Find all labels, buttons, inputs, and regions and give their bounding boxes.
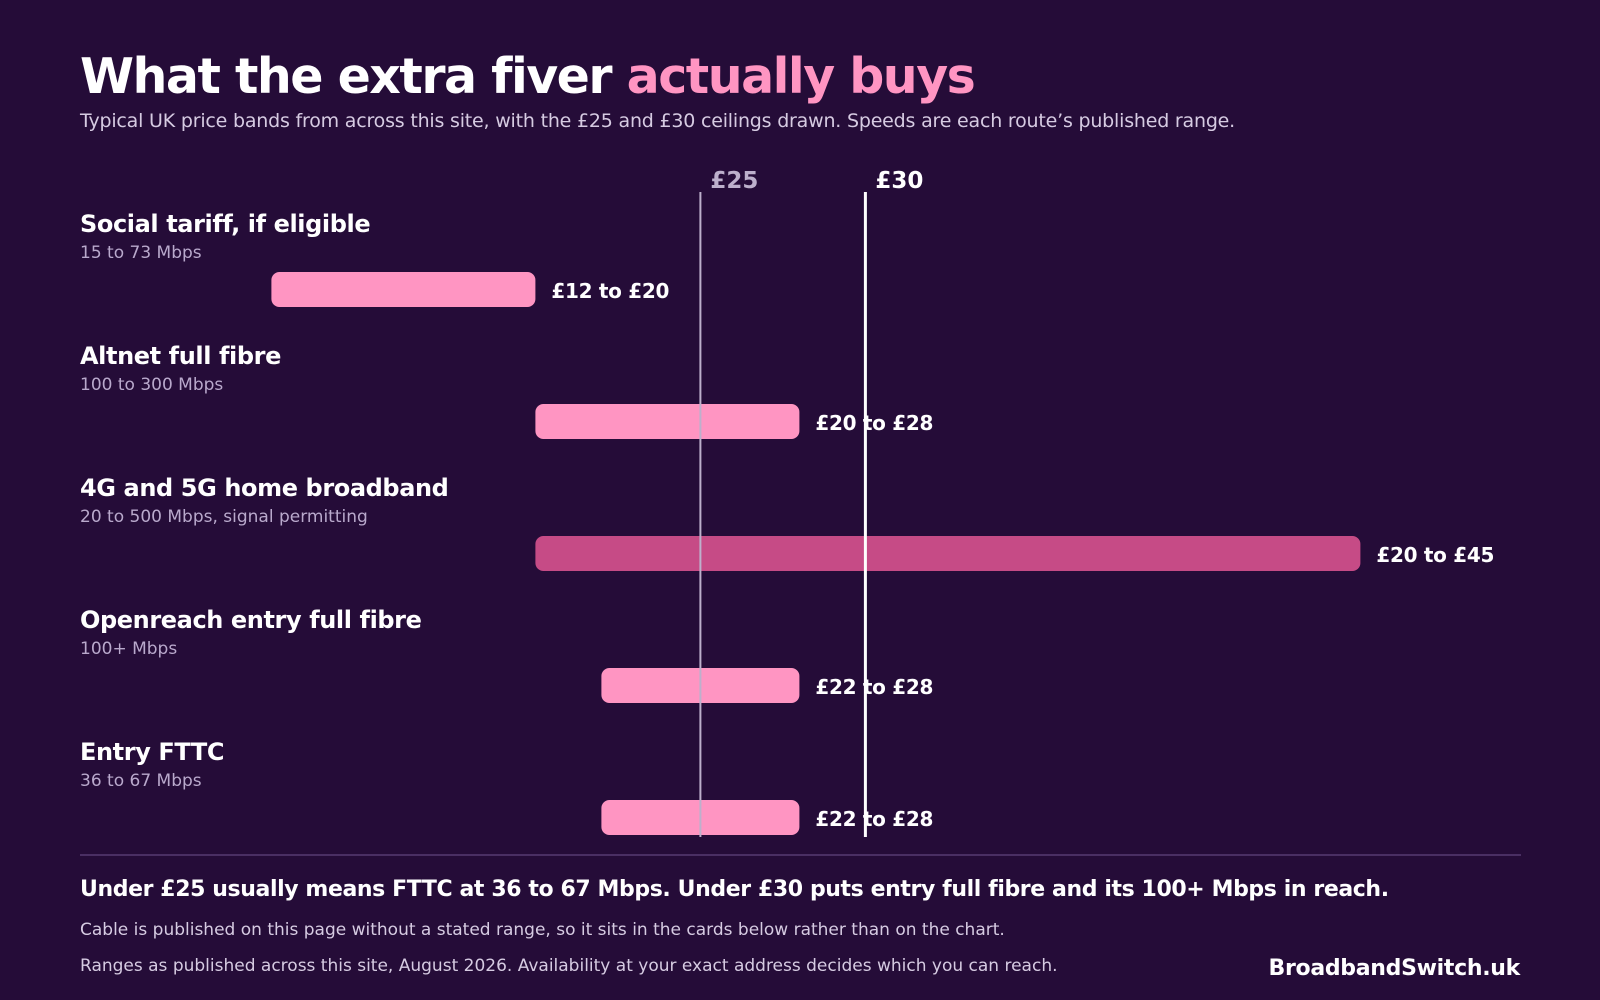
price-band-chart: Social tariff, if eligible 15 to 73 Mbps £… bbox=[80, 168, 1494, 837]
ceiling-label-30: £30 bbox=[875, 168, 923, 194]
brand-logo: BroadbandSwitch.uk bbox=[1268, 956, 1520, 981]
price-band-bar bbox=[271, 272, 536, 307]
category-speed: 100+ Mbps bbox=[80, 639, 177, 659]
category-speed: 36 to 67 Mbps bbox=[80, 771, 202, 791]
category-speed: 15 to 73 Mbps bbox=[80, 243, 202, 263]
category-speed: 100 to 300 Mbps bbox=[80, 375, 223, 395]
category-name: Openreach entry full fibre bbox=[80, 606, 422, 634]
source-note: Ranges as published across this site, Au… bbox=[80, 956, 1058, 976]
price-band-label: £22 to £28 bbox=[815, 675, 933, 699]
page-subtitle: Typical UK price bands from across this … bbox=[80, 110, 1236, 132]
price-band-label: £22 to £28 bbox=[815, 807, 933, 831]
title-accent: actually buys bbox=[626, 48, 976, 105]
category-name: 4G and 5G home broadband bbox=[80, 474, 448, 502]
category-name: Entry FTTC bbox=[80, 738, 224, 766]
price-band-bar bbox=[535, 404, 800, 439]
category-name: Social tariff, if eligible bbox=[80, 210, 370, 238]
price-band-bar bbox=[535, 536, 1361, 571]
price-band-label: £20 to £28 bbox=[815, 411, 933, 435]
cable-note: Cable is published on this page without … bbox=[80, 920, 1005, 940]
footer-divider bbox=[80, 854, 1521, 856]
price-band-label: £20 to £45 bbox=[1376, 543, 1494, 567]
title-main: What the extra fiver bbox=[80, 48, 613, 105]
takeaway-text: Under £25 usually means FTTC at 36 to 67… bbox=[80, 877, 1389, 902]
category-name: Altnet full fibre bbox=[80, 342, 281, 370]
page-title: What the extra fiver actually buys bbox=[80, 46, 976, 108]
ceiling-label-25: £25 bbox=[710, 168, 758, 194]
category-speed: 20 to 500 Mbps, signal permitting bbox=[80, 507, 368, 527]
price-band-label: £12 to £20 bbox=[551, 279, 669, 303]
